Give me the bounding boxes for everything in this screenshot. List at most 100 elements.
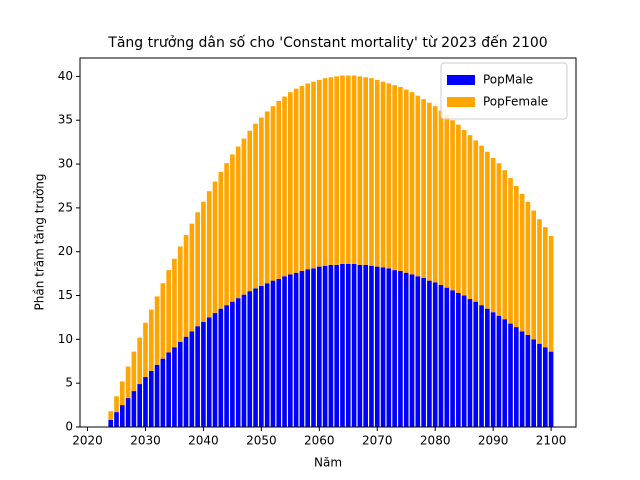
- bar: [531, 210, 537, 340]
- bar: [409, 274, 415, 427]
- bar: [340, 263, 345, 427]
- bar: [247, 130, 253, 292]
- x-tick-label: 2020: [72, 434, 103, 448]
- chart-title: Tăng trưởng dân số cho 'Constant mortali…: [107, 34, 547, 51]
- x-tick-label: 2030: [130, 434, 161, 448]
- bar: [224, 305, 229, 427]
- x-tick-label: 2070: [362, 434, 393, 448]
- bar: [386, 83, 392, 269]
- bar: [322, 265, 328, 427]
- bar: [357, 76, 363, 265]
- bar: [432, 106, 438, 283]
- bar: [235, 298, 241, 427]
- y-tick-label: 0: [65, 420, 73, 434]
- bar: [542, 227, 548, 348]
- bar: [305, 83, 311, 270]
- bar: [235, 146, 241, 299]
- bar: [398, 270, 403, 427]
- bar: [380, 267, 386, 427]
- bar: [264, 283, 270, 427]
- bar: [467, 135, 473, 300]
- bar: [450, 290, 455, 427]
- bar: [212, 313, 218, 427]
- legend-label: PopFemale: [483, 95, 548, 109]
- bar: [369, 78, 374, 266]
- bar: [351, 75, 357, 264]
- bar: [490, 157, 496, 313]
- bar: [479, 305, 484, 427]
- bar: [548, 351, 554, 427]
- x-tick-label: 2080: [420, 434, 451, 448]
- bar: [438, 110, 444, 286]
- bar: [177, 341, 183, 427]
- bar: [131, 391, 137, 427]
- bar: [195, 326, 200, 427]
- bar: [276, 278, 282, 427]
- bar: [253, 288, 258, 427]
- bar: [392, 270, 397, 427]
- bar: [247, 291, 253, 427]
- bar: [218, 308, 224, 427]
- y-tick-label: 20: [58, 244, 73, 258]
- bar: [548, 235, 554, 352]
- bar: [119, 381, 125, 406]
- bar: [461, 295, 467, 427]
- bar: [264, 111, 270, 284]
- bar: [230, 301, 235, 427]
- bar: [357, 264, 363, 427]
- x-axis-label: Năm: [314, 456, 342, 470]
- y-axis-label: Phần trăm tăng trưởng: [33, 173, 47, 310]
- bar: [415, 95, 421, 277]
- bar: [143, 377, 148, 427]
- bar: [201, 321, 206, 427]
- bar: [542, 347, 548, 427]
- bar: [282, 276, 287, 427]
- bar: [374, 79, 380, 267]
- bar: [363, 264, 368, 427]
- bar: [409, 92, 415, 275]
- legend-label: PopMale: [483, 73, 533, 87]
- y-tick-label: 35: [58, 113, 73, 127]
- bar: [288, 92, 293, 275]
- bar: [456, 292, 461, 427]
- bar: [345, 263, 351, 427]
- bar: [195, 212, 200, 327]
- bar: [485, 151, 490, 309]
- bar: [392, 85, 397, 271]
- y-tick-label: 15: [58, 288, 73, 302]
- bar: [108, 419, 114, 427]
- bar: [311, 268, 316, 427]
- bar: [369, 265, 374, 427]
- bar: [380, 81, 386, 268]
- bar: [537, 343, 542, 427]
- bar: [514, 185, 519, 328]
- bar: [456, 124, 461, 293]
- bar: [502, 319, 508, 427]
- bar: [519, 331, 525, 427]
- bar: [119, 405, 125, 427]
- bar: [514, 327, 519, 427]
- bar: [299, 86, 305, 271]
- bar: [253, 123, 258, 289]
- bar: [131, 351, 137, 392]
- bar: [450, 120, 455, 291]
- x-tick-label: 2090: [478, 434, 509, 448]
- bar: [154, 364, 160, 427]
- bar: [125, 398, 131, 427]
- bar: [177, 246, 183, 342]
- bar: [148, 309, 154, 371]
- bar: [288, 274, 293, 427]
- bar: [328, 77, 334, 265]
- bar: [276, 100, 282, 279]
- y-tick-label: 5: [65, 376, 73, 390]
- bar: [322, 78, 328, 266]
- bar: [351, 263, 357, 427]
- bar: [114, 396, 119, 413]
- bar: [496, 163, 502, 316]
- bar: [166, 352, 171, 427]
- bar: [206, 191, 212, 318]
- bar: [473, 301, 479, 427]
- bar: [311, 81, 316, 269]
- bar: [183, 235, 189, 337]
